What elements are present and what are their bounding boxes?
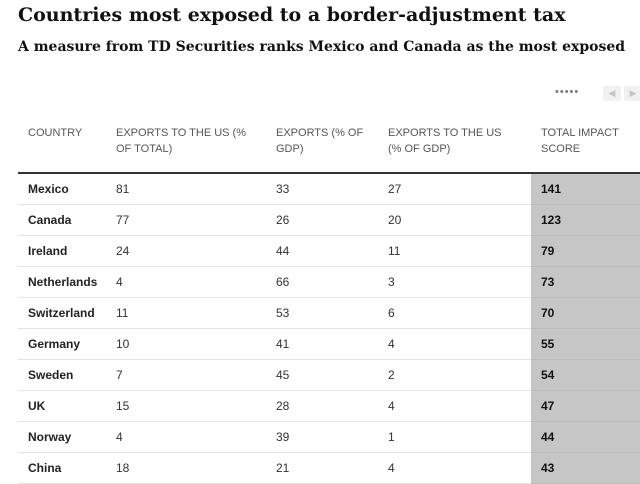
- total-impact-cell: 123: [531, 204, 640, 236]
- exports-gdp-cell: 45: [266, 359, 378, 391]
- exports-us-total-cell: 4: [106, 266, 266, 298]
- table-row: Canada 77 26 20 123: [18, 204, 640, 236]
- exports-gdp-cell: 53: [266, 297, 378, 329]
- total-impact-cell: 70: [531, 297, 640, 329]
- exports-gdp-cell: 41: [266, 328, 378, 360]
- table-row: China 18 21 4 43: [18, 452, 640, 484]
- exports-us-total-cell: 15: [106, 390, 266, 422]
- exports-us-total-cell: 77: [106, 204, 266, 236]
- column-header-country[interactable]: COUNTRY: [18, 118, 106, 174]
- table-header-row: COUNTRY EXPORTS TO THE US (% OF TOTAL) E…: [18, 118, 640, 174]
- exports-us-gdp-cell: 4: [378, 452, 531, 484]
- chart-subtitle: A measure from TD Securities ranks Mexic…: [18, 39, 626, 55]
- exports-us-gdp-cell: 4: [378, 328, 531, 360]
- table-body: Mexico 81 33 27 141 Canada 77 26 20 123 Ireland 24 4…: [18, 173, 640, 484]
- exports-gdp-cell: 26: [266, 204, 378, 236]
- country-cell: Sweden: [18, 359, 106, 391]
- exports-us-total-cell: 11: [106, 297, 266, 329]
- country-cell: UK: [18, 390, 106, 422]
- country-cell: Ireland: [18, 235, 106, 267]
- country-cell: China: [18, 452, 106, 484]
- total-impact-cell: 43: [531, 452, 640, 484]
- exports-us-total-cell: 18: [106, 452, 266, 484]
- exports-gdp-cell: 28: [266, 390, 378, 422]
- table-row: Switzerland 11 53 6 70: [18, 297, 640, 329]
- total-impact-cell: 79: [531, 235, 640, 267]
- country-cell: Mexico: [18, 173, 106, 205]
- country-cell: Canada: [18, 204, 106, 236]
- exports-gdp-cell: 44: [266, 235, 378, 267]
- country-cell: Switzerland: [18, 297, 106, 329]
- country-cell: Norway: [18, 421, 106, 453]
- table-row: UK 15 28 4 47: [18, 390, 640, 422]
- chevron-left-icon[interactable]: ◀: [603, 86, 621, 101]
- table-row: Netherlands 4 66 3 73: [18, 266, 640, 298]
- exports-us-total-cell: 81: [106, 173, 266, 205]
- exports-us-total-cell: 24: [106, 235, 266, 267]
- exports-us-total-cell: 7: [106, 359, 266, 391]
- exports-us-gdp-cell: 11: [378, 235, 531, 267]
- table-row: Sweden 7 45 2 54: [18, 359, 640, 391]
- exports-gdp-cell: 33: [266, 173, 378, 205]
- table-row: Ireland 24 44 11 79: [18, 235, 640, 267]
- exports-us-gdp-cell: 2: [378, 359, 531, 391]
- exports-us-gdp-cell: 4: [378, 390, 531, 422]
- exports-gdp-cell: 66: [266, 266, 378, 298]
- column-header-exports-gdp[interactable]: EXPORTS (% OF GDP): [266, 118, 378, 174]
- table-row: Norway 4 39 1 44: [18, 421, 640, 453]
- exports-gdp-cell: 21: [266, 452, 378, 484]
- total-impact-cell: 54: [531, 359, 640, 391]
- exports-gdp-cell: 39: [266, 421, 378, 453]
- exports-us-gdp-cell: 1: [378, 421, 531, 453]
- exports-us-gdp-cell: 20: [378, 204, 531, 236]
- exports-us-gdp-cell: 3: [378, 266, 531, 298]
- chevron-right-icon[interactable]: ▶: [624, 86, 640, 101]
- total-impact-cell: 141: [531, 173, 640, 205]
- chart-title: Countries most exposed to a border-adjus…: [18, 4, 566, 26]
- data-table: COUNTRY EXPORTS TO THE US (% OF TOTAL) E…: [18, 118, 640, 484]
- column-header-total-impact[interactable]: TOTAL IMPACT SCORE: [531, 118, 640, 174]
- table-row: Mexico 81 33 27 141: [18, 173, 640, 205]
- exports-us-gdp-cell: 27: [378, 173, 531, 205]
- country-cell: Netherlands: [18, 266, 106, 298]
- pager-dots[interactable]: •••••: [555, 86, 580, 98]
- exports-us-total-cell: 10: [106, 328, 266, 360]
- exports-us-total-cell: 4: [106, 421, 266, 453]
- column-header-exports-us-gdp[interactable]: EXPORTS TO THE US (% OF GDP): [378, 118, 531, 174]
- table-row: Germany 10 41 4 55: [18, 328, 640, 360]
- total-impact-cell: 55: [531, 328, 640, 360]
- exports-us-gdp-cell: 6: [378, 297, 531, 329]
- country-cell: Germany: [18, 328, 106, 360]
- data-table-container: COUNTRY EXPORTS TO THE US (% OF TOTAL) E…: [18, 118, 640, 484]
- total-impact-cell: 47: [531, 390, 640, 422]
- total-impact-cell: 73: [531, 266, 640, 298]
- column-header-exports-us-total[interactable]: EXPORTS TO THE US (% OF TOTAL): [106, 118, 266, 174]
- total-impact-cell: 44: [531, 421, 640, 453]
